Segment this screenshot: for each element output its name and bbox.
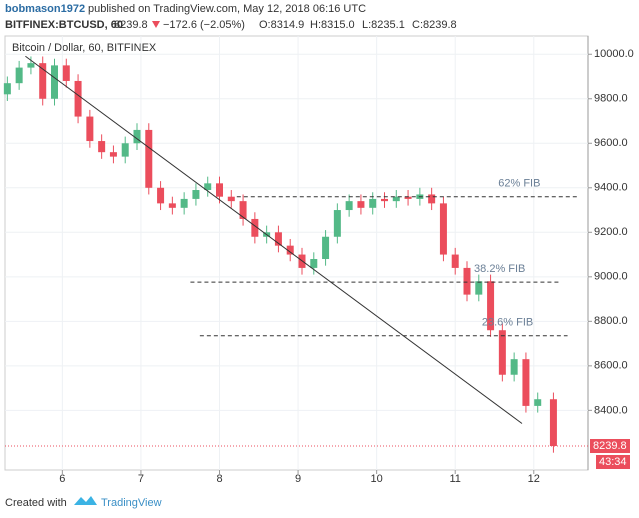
fib-label: 62% FIB: [498, 178, 540, 190]
candle-body: [475, 281, 483, 295]
published: published on TradingView.com, May 12, 20…: [88, 3, 366, 15]
y-tick-label: 9600.0: [594, 137, 628, 149]
change: −172.6 (−2.05%): [163, 19, 245, 31]
candle-body: [145, 129, 153, 188]
y-tick-label: 9000.0: [594, 271, 628, 283]
candle-body: [62, 65, 70, 81]
candle-body: [204, 183, 212, 191]
candle-body: [239, 201, 247, 219]
candle-body: [392, 196, 400, 202]
down-arrow: [152, 21, 160, 28]
candle-body: [133, 129, 141, 144]
y-tick-label: 8800.0: [594, 315, 628, 327]
candle-body: [39, 63, 47, 99]
countdown-box: [596, 455, 630, 470]
candle-body: [310, 259, 318, 268]
candle-body: [451, 254, 459, 268]
tv-logo: [74, 496, 97, 505]
y-tick-label: 9200.0: [594, 226, 628, 238]
y-tick-label: 8400.0: [594, 404, 628, 416]
candle-body: [549, 399, 557, 447]
x-tick-label: 8: [216, 473, 222, 485]
candle-body: [322, 236, 330, 260]
ohlc-high: H:8315.0: [310, 19, 355, 31]
y-tick-label: 9800.0: [594, 93, 628, 105]
candle-body: [357, 201, 365, 208]
candle-body: [27, 63, 35, 68]
last-price-box: [590, 439, 630, 454]
author: bobmason1972: [5, 3, 85, 15]
candle-body: [534, 399, 542, 406]
candle-body: [180, 198, 188, 208]
x-tick-label: 12: [528, 473, 540, 485]
candle-body: [227, 196, 235, 202]
candle-body: [168, 203, 176, 208]
x-tick-label: 7: [138, 473, 144, 485]
footer-created: Created with: [5, 497, 67, 509]
ohlc-close: C:8239.8: [412, 19, 457, 31]
x-tick-label: 11: [450, 473, 461, 485]
candle-body: [74, 80, 82, 117]
candle-body: [522, 359, 530, 406]
x-tick-label: 9: [295, 473, 301, 485]
candle-body: [381, 198, 388, 202]
candle-body: [157, 187, 165, 204]
candle-body: [3, 83, 11, 95]
candle-body: [86, 116, 94, 142]
candle-body: [121, 143, 129, 157]
plot-layer: 8400.0 8600.0 8800.0 9000.0 9200.0 9400.0 9600…: [3, 36, 634, 485]
x-tick-label: 6: [59, 473, 65, 485]
trendline: [25, 55, 523, 424]
footer-brand: TradingView: [101, 497, 162, 509]
ohlc-open: O:8314.9: [259, 19, 304, 31]
candle-body: [251, 218, 259, 237]
candle-body: [192, 190, 200, 199]
x-tick-label: 10: [371, 473, 383, 485]
chart-title: Bitcoin / Dollar, 60, BITFINEX: [12, 42, 157, 54]
candle-body: [345, 201, 353, 211]
candle-body: [216, 183, 223, 197]
candle-body: [428, 194, 436, 204]
candle-body: [498, 330, 506, 375]
candle-body: [487, 281, 495, 331]
candle-body: [463, 267, 471, 295]
candle-body: [439, 203, 447, 255]
price: 8239.8: [114, 19, 148, 31]
candle-body: [15, 67, 23, 84]
candle-body: [510, 359, 518, 375]
candle-body: [109, 152, 117, 157]
countdown: 43:34: [599, 456, 627, 468]
symbol: BITFINEX:BTCUSD, 60: [5, 19, 123, 31]
y-tick-label: 9400.0: [594, 182, 628, 194]
y-tick-label: 8600.0: [594, 360, 628, 372]
candle-body: [404, 196, 412, 199]
fib-label: 38.2% FIB: [474, 263, 525, 275]
ohlc-low: L:8235.1: [362, 19, 405, 31]
fib-label: 23.6% FIB: [482, 317, 533, 329]
last-price-label: 8239.8: [593, 440, 627, 452]
candle-body: [333, 210, 341, 237]
candle-body: [286, 245, 294, 255]
candle-body: [274, 232, 282, 246]
y-tick-label: 10000.0: [594, 48, 634, 60]
candle-body: [369, 198, 377, 208]
candle-body: [98, 141, 106, 153]
candle-body: [51, 65, 58, 99]
